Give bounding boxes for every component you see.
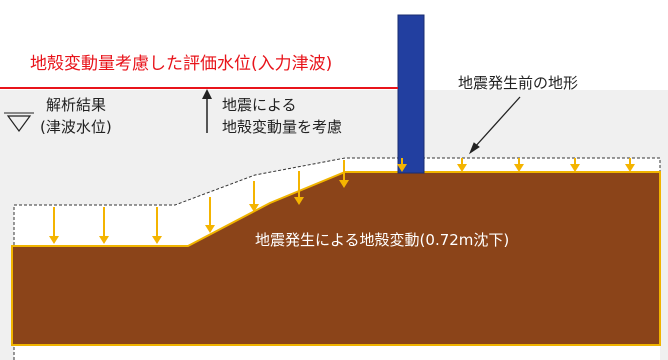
subsidence-arrowhead-icon	[570, 164, 580, 172]
crustal-movement-label: 地震発生による地殻変動(0.72m沈下)	[255, 231, 510, 249]
upward-arrow-icon	[202, 89, 212, 133]
pre-quake-terrain-label: 地震発生前の地形	[458, 74, 579, 92]
subsidence-arrowhead-icon	[625, 164, 635, 172]
subsidence-arrowhead-icon	[514, 164, 524, 172]
subsidence-arrowhead-icon	[99, 236, 109, 244]
subsidence-arrowhead-icon	[457, 164, 467, 172]
water-level-triangle-icon	[4, 112, 34, 133]
analysis-result-label: 解析結果	[46, 96, 107, 114]
subsidence-arrowhead-icon	[294, 197, 304, 205]
subsidence-arrowhead-icon	[397, 164, 407, 172]
evaluation-water-level-label: 地殻変動量考慮した評価水位(入力津波)	[30, 54, 333, 74]
subsidence-arrowhead-icon	[339, 180, 349, 188]
leader-arrow-icon	[468, 96, 521, 155]
subsidence-arrowhead-icon	[152, 236, 162, 244]
subsidence-arrowhead-icon	[249, 204, 259, 212]
tsunami-level-label: (津波水位)	[40, 118, 112, 136]
subsidence-arrows	[49, 158, 635, 244]
subsidence-arrowhead-icon	[205, 225, 215, 233]
subsidence-arrowhead-icon	[49, 236, 59, 244]
earthquake-cause-label: 地震による	[222, 96, 297, 114]
structure-pillar	[397, 14, 425, 174]
crustal-consideration-label: 地殻変動量を考慮	[222, 118, 343, 136]
ground-body	[11, 171, 661, 346]
pre-quake-terrain-line	[13, 157, 661, 360]
